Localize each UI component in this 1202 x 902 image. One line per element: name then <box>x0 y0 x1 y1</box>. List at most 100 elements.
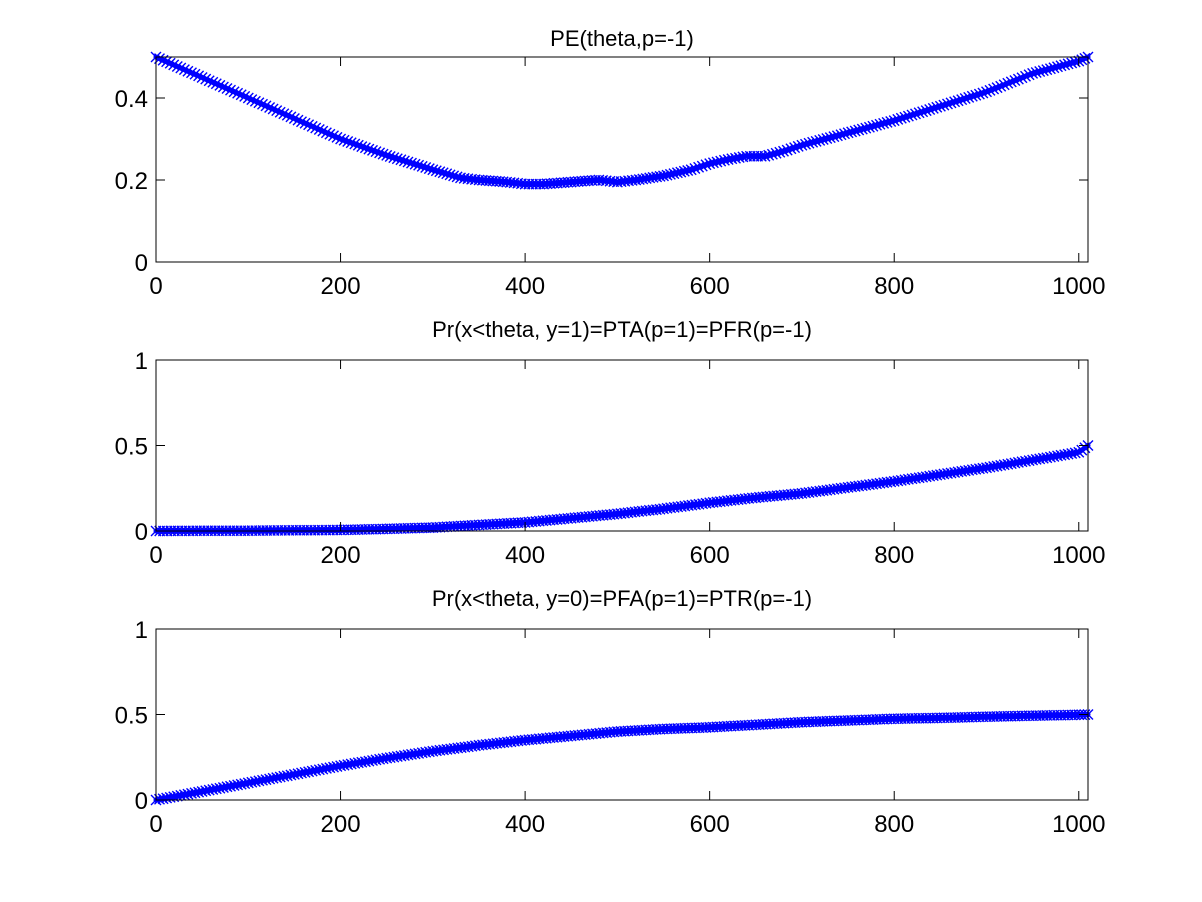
data-point-marker <box>892 113 904 125</box>
data-point-marker <box>1062 58 1074 70</box>
data-point-marker <box>257 98 268 110</box>
data-point-marker <box>789 142 801 154</box>
data-point-marker <box>977 87 989 99</box>
data-point-marker <box>685 164 697 176</box>
y-tick-label: 0.5 <box>115 434 148 461</box>
data-point-marker <box>988 83 1000 95</box>
data-point-marker <box>171 61 183 72</box>
data-point-marker <box>210 78 222 90</box>
y-tick-label: 0 <box>135 250 148 277</box>
data-point-marker <box>395 154 407 166</box>
x-tick-label: 200 <box>321 273 361 300</box>
data-point-marker <box>342 136 354 147</box>
data-point-marker <box>707 157 719 169</box>
data-point-marker <box>331 131 343 143</box>
data-point-marker <box>817 134 829 145</box>
data-point-marker <box>835 129 847 141</box>
data-point-marker <box>856 123 868 135</box>
data-point-marker <box>221 83 233 94</box>
data-point-marker <box>285 111 297 123</box>
data-point-marker <box>810 135 822 147</box>
data-point-marker <box>956 94 968 106</box>
data-point-marker <box>1027 67 1039 79</box>
data-point-marker <box>203 75 215 87</box>
data-point-marker <box>178 64 190 76</box>
series-markers <box>150 51 1094 190</box>
data-point-marker <box>441 168 453 180</box>
data-point-marker <box>296 116 307 128</box>
subplot-title: Pr(x<theta, y=1)=PTA(p=1)=PFR(p=-1) <box>432 317 812 342</box>
data-point-marker <box>871 119 882 131</box>
data-point-marker <box>381 149 393 161</box>
data-point-marker <box>228 86 240 98</box>
data-point-marker <box>895 112 907 124</box>
data-point-marker <box>164 57 176 69</box>
data-point-marker <box>374 147 386 159</box>
data-point-marker <box>959 93 971 104</box>
x-tick-label: 0 <box>149 811 162 838</box>
data-point-marker <box>1037 65 1049 77</box>
data-point-marker <box>927 102 939 114</box>
data-point-marker <box>384 151 396 162</box>
x-tick-label: 600 <box>690 542 730 569</box>
data-point-marker <box>249 95 261 107</box>
data-point-marker <box>423 163 435 175</box>
data-point-marker <box>800 138 811 150</box>
x-tick-label: 1000 <box>1052 542 1105 569</box>
data-point-marker <box>413 159 425 171</box>
data-point-marker <box>831 130 843 142</box>
data-point-marker <box>661 169 673 181</box>
subplot-pe: PE(theta,p=-1) 0 200 400 600 800 1000 0 0.2 0.4 <box>115 26 1106 300</box>
data-point-marker <box>1030 67 1042 78</box>
x-tick-label: 200 <box>321 811 361 838</box>
data-point-marker <box>193 70 205 82</box>
data-point-marker <box>175 62 187 74</box>
data-point-marker <box>774 146 786 158</box>
data-point-marker <box>796 139 808 151</box>
data-point-marker <box>867 120 879 132</box>
data-point-marker <box>763 149 775 161</box>
data-point-marker <box>658 170 669 182</box>
data-point-marker <box>860 122 872 134</box>
data-point-marker <box>945 97 957 109</box>
x-tick-label: 800 <box>874 542 914 569</box>
data-point-marker <box>949 96 961 108</box>
data-point-marker <box>846 126 858 138</box>
x-tick-label: 400 <box>505 542 545 569</box>
x-tick-label: 0 <box>149 273 162 300</box>
x-tick-label: 1000 <box>1052 811 1105 838</box>
data-point-marker <box>807 136 819 148</box>
data-point-marker <box>678 165 690 177</box>
data-point-marker <box>299 117 311 129</box>
data-point-marker <box>842 127 854 139</box>
data-point-marker <box>931 101 943 113</box>
data-point-marker <box>1012 73 1024 85</box>
data-point-marker <box>759 150 771 162</box>
data-point-marker <box>430 165 442 177</box>
data-point-marker <box>1048 62 1060 74</box>
data-point-marker <box>168 59 180 71</box>
data-point-marker <box>920 105 932 117</box>
data-point-marker <box>274 106 286 118</box>
data-point-marker <box>1034 66 1046 77</box>
data-point-marker <box>402 156 414 168</box>
data-point-marker <box>1009 75 1021 86</box>
data-point-marker <box>1066 57 1078 69</box>
series-line <box>153 443 1091 534</box>
data-point-marker <box>995 80 1007 92</box>
data-point-marker <box>253 97 265 109</box>
data-point-marker <box>288 113 300 124</box>
data-point-marker <box>778 145 789 157</box>
data-point-marker <box>335 133 347 145</box>
data-point-marker <box>182 65 194 77</box>
data-point-marker <box>186 67 197 79</box>
data-point-marker <box>878 117 890 129</box>
data-point-marker <box>924 104 936 115</box>
data-point-marker <box>917 106 929 118</box>
y-tick-label: 1 <box>135 348 148 375</box>
data-point-marker <box>981 86 992 98</box>
data-point-marker <box>189 68 201 80</box>
data-point-marker <box>444 169 456 181</box>
data-point-marker <box>952 95 964 107</box>
